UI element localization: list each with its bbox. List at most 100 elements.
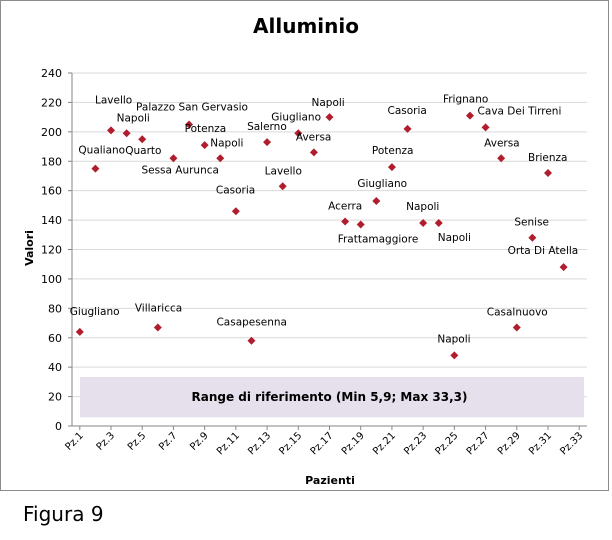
data-label: Palazzo San Gervasio (136, 101, 248, 113)
data-point (75, 327, 84, 336)
x-tick-label: Pz.25 (433, 430, 460, 457)
reference-band (80, 377, 584, 418)
data-point (387, 163, 396, 172)
data-point (294, 129, 303, 138)
x-tick-label: Pz.31 (527, 430, 554, 457)
data-label: Cava Dei Tirreni (478, 105, 562, 117)
y-tick-label: 240 (41, 67, 62, 80)
y-tick-label: 200 (41, 126, 62, 139)
data-label: Casoria (216, 184, 255, 196)
data-label: Giugliano (357, 178, 407, 190)
gridlines (72, 72, 587, 398)
x-tick-label: Pz.15 (277, 430, 304, 457)
data-points (75, 111, 568, 360)
data-label: Lavello (265, 165, 302, 177)
data-label: Napoli (438, 232, 471, 244)
data-label: Frattamaggiore (338, 233, 419, 245)
data-label: Villaricca (135, 302, 182, 314)
data-point (122, 129, 131, 138)
x-tick-label: Pz.3 (95, 430, 118, 453)
data-label: Casapesenna (216, 317, 286, 329)
data-label: Aversa (484, 137, 519, 149)
data-label: Giugliano (70, 306, 120, 318)
x-axis-title: Pazienti (305, 474, 355, 487)
y-tick-label: 220 (41, 96, 62, 109)
x-tick-label: Pz.33 (558, 430, 585, 457)
data-point (169, 154, 178, 163)
x-tick-label: Pz.23 (402, 430, 429, 457)
y-tick-label: 0 (55, 420, 62, 433)
x-tick-label: Pz.7 (157, 430, 180, 453)
y-tick-label: 40 (48, 361, 62, 374)
x-tick-label: Pz.21 (371, 430, 398, 457)
data-label: Quarto (125, 145, 161, 157)
data-point (528, 233, 537, 242)
data-label: Napoli (406, 201, 439, 213)
reference-band-label: Range di riferimento (Min 5,9; Max 33,3) (192, 390, 468, 404)
data-point (91, 164, 100, 173)
data-point (372, 196, 381, 205)
data-point (263, 138, 272, 147)
data-point (465, 111, 474, 120)
data-label: Lavello (95, 94, 132, 106)
y-tick-labels: 0 20 40 60 80 100 120 140 160 180 200 220 240 (41, 67, 62, 433)
x-tick-label: Pz.13 (246, 430, 273, 457)
data-point (403, 124, 412, 133)
data-point (247, 336, 256, 345)
data-point (419, 219, 428, 228)
data-point (309, 148, 318, 157)
chart-frame: Alluminio Range di riferimento (Min 5,9;… (0, 0, 609, 491)
data-point (543, 169, 552, 178)
y-tick-label: 100 (41, 273, 62, 286)
y-tick-label: 160 (41, 185, 62, 198)
data-point (107, 126, 116, 135)
data-label: Sessa Aurunca (141, 164, 219, 176)
data-label: Napoli (437, 333, 470, 345)
x-tick-label: Pz.5 (126, 430, 149, 453)
data-labels: Giugliano Qualiano Lavello Napoli Quarto Vill… (70, 94, 578, 346)
data-point (356, 220, 365, 229)
data-label: Acerra (328, 201, 362, 213)
data-point (325, 113, 334, 122)
x-tick-labels: Pz.1 Pz.3 Pz.5 Pz.7 Pz.9 Pz.11 Pz.13 Pz.15 Pz.17… (63, 430, 585, 457)
data-label: Casalnuovo (487, 306, 548, 318)
x-tick-label: Pz.27 (465, 430, 492, 457)
data-point (512, 323, 521, 332)
data-point (278, 182, 287, 191)
chart-svg: Alluminio Range di riferimento (Min 5,9;… (23, 14, 587, 487)
x-tick-label: Pz.11 (215, 430, 242, 457)
data-point (481, 123, 490, 132)
x-tick-label: Pz.19 (340, 430, 367, 457)
data-label: Casoria (388, 105, 427, 117)
data-label: Aversa (296, 131, 331, 143)
data-label: Napoli (312, 97, 345, 109)
data-point (216, 154, 225, 163)
data-point (200, 141, 209, 150)
x-tick-label: Pz.29 (496, 430, 523, 457)
y-tick-label: 80 (48, 302, 62, 315)
y-tick-label: 180 (41, 155, 62, 168)
data-point (434, 219, 443, 228)
data-point (231, 207, 240, 216)
y-tick-label: 20 (48, 391, 62, 404)
x-tick-label: Pz.1 (63, 430, 86, 453)
x-tick-label: Pz.9 (188, 430, 211, 453)
axes (68, 72, 587, 430)
chart-title: Alluminio (253, 14, 359, 38)
data-point (497, 154, 506, 163)
data-label: Potenza (185, 123, 227, 135)
y-axis-title: Valori (23, 230, 36, 266)
data-label: Salerno (247, 121, 287, 133)
data-label: Potenza (372, 145, 414, 157)
data-point (138, 135, 147, 144)
data-point (341, 217, 350, 226)
data-label: Napoli (210, 137, 243, 149)
data-label: Frignano (443, 94, 488, 106)
y-tick-label: 120 (41, 244, 62, 257)
figure-caption: Figura 9 (23, 502, 104, 526)
data-point (153, 323, 162, 332)
data-label: Napoli (117, 112, 150, 124)
data-point (559, 263, 568, 272)
data-point (450, 351, 459, 360)
data-label: Senise (514, 217, 549, 229)
